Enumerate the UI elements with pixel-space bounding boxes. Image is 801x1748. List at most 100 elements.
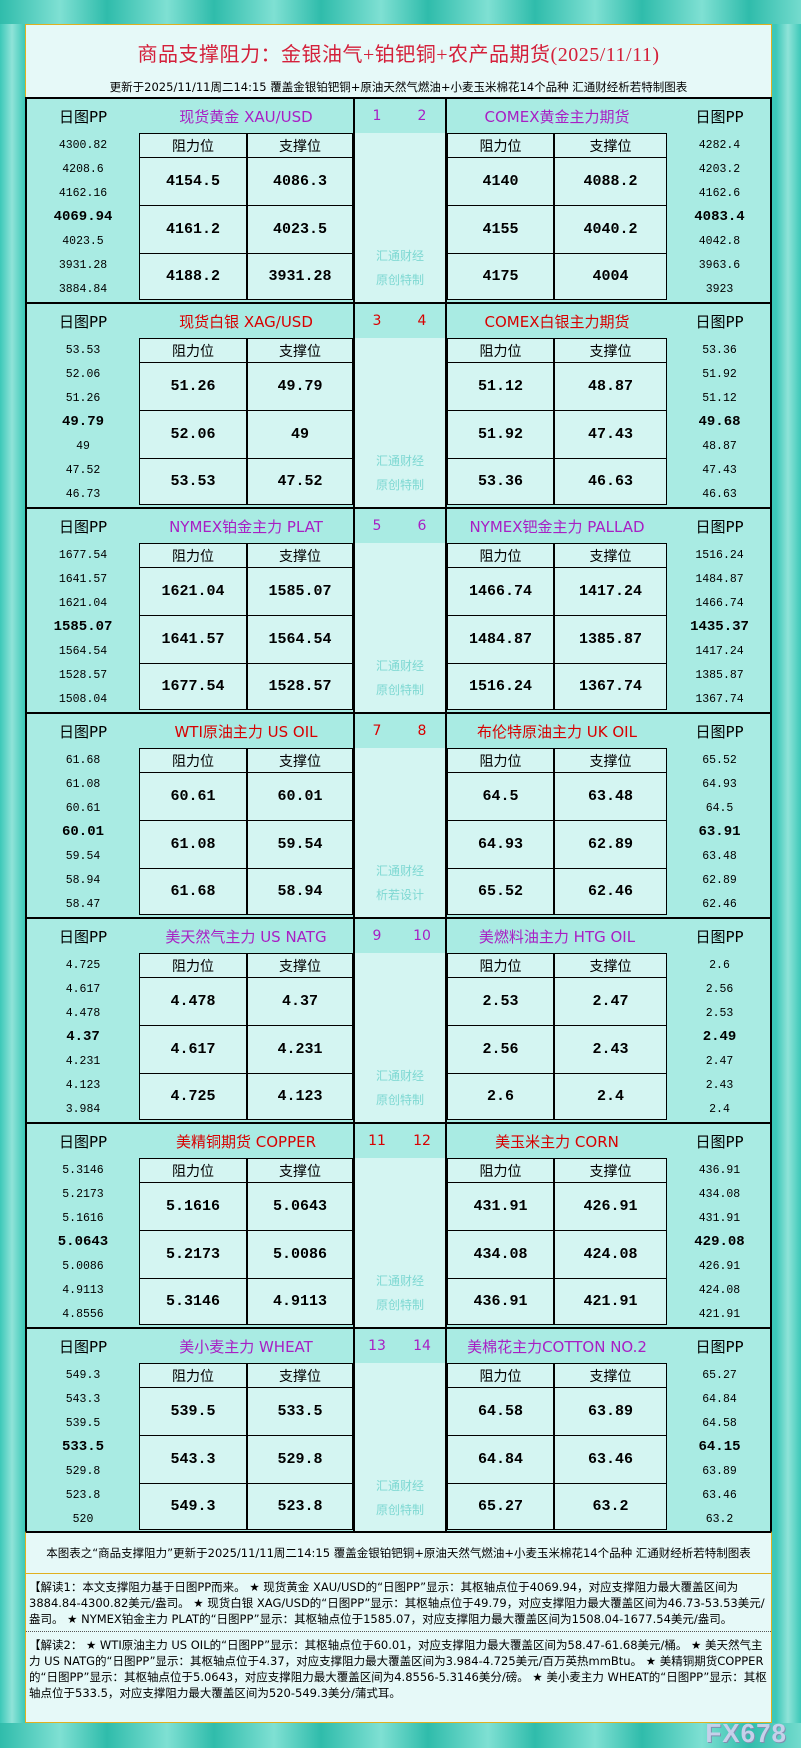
section-number-right: 6 bbox=[417, 518, 427, 534]
support-value: 424.08 bbox=[554, 1230, 667, 1279]
resistance-value: 436.91 bbox=[447, 1278, 554, 1325]
pp-level-value: 51.26 bbox=[65, 391, 101, 405]
pp-level-value: 52.06 bbox=[65, 367, 101, 381]
support-value: 1385.87 bbox=[554, 615, 667, 664]
commodity-title: 美燃料油主力 HTG OIL bbox=[478, 927, 636, 946]
commodity-section: 11 12 汇通财经 原创特制 日图PP 美精铜期货 COPPER 阻力位 支撑位 5.1616… bbox=[25, 1122, 772, 1327]
support-header: 支撑位 bbox=[554, 543, 667, 568]
support-value: 1585.07 bbox=[247, 567, 353, 616]
commodity-title: 美天然气主力 US NATG bbox=[165, 927, 327, 946]
section-number-right: 12 bbox=[413, 1133, 431, 1149]
pp-level-value: 5.1616 bbox=[62, 1211, 104, 1225]
pp-level-value: 3884.84 bbox=[58, 282, 108, 296]
support-value: 47.52 bbox=[247, 458, 353, 505]
resistance-value: 53.36 bbox=[447, 458, 554, 505]
pp-level-value: 65.52 bbox=[702, 753, 737, 767]
resistance-value: 4.725 bbox=[139, 1073, 247, 1120]
pp-label: 日图PP bbox=[58, 107, 108, 126]
resistance-header: 阻力位 bbox=[139, 543, 247, 568]
commodity-section: 1 2 汇通财经 原创特制 日图PP 现货黄金 XAU/USD 阻力位 支撑位 4154.5 40… bbox=[25, 97, 772, 302]
commodity-title: COMEX黄金主力期货 bbox=[484, 107, 630, 126]
resistance-value: 4188.2 bbox=[139, 253, 247, 300]
pp-level-value: 63.89 bbox=[702, 1464, 737, 1478]
resistance-value: 61.68 bbox=[139, 868, 247, 915]
commodity-title: NYMEX钯金主力 PALLAD bbox=[469, 517, 645, 536]
commodity-title: 现货白银 XAG/USD bbox=[179, 312, 313, 331]
pp-label: 日图PP bbox=[695, 722, 744, 741]
support-value: 4040.2 bbox=[554, 205, 667, 254]
resistance-header: 阻力位 bbox=[447, 953, 554, 978]
resistance-value: 1641.57 bbox=[139, 615, 247, 664]
support-value: 533.5 bbox=[247, 1387, 353, 1436]
resistance-value: 61.08 bbox=[139, 820, 247, 869]
support-value: 1564.54 bbox=[247, 615, 353, 664]
pp-level-value: 424.08 bbox=[698, 1283, 741, 1297]
resistance-value: 2.53 bbox=[447, 977, 554, 1026]
support-value: 48.87 bbox=[554, 362, 667, 411]
pp-level-value: 48.87 bbox=[702, 439, 737, 453]
pivot-point-value: 1585.07 bbox=[53, 619, 113, 635]
support-value: 4.37 bbox=[247, 977, 353, 1026]
pp-level-value: 47.43 bbox=[702, 463, 737, 477]
watermark-line-1: 汇通财经 bbox=[375, 658, 424, 673]
pp-level-value: 46.73 bbox=[65, 487, 101, 501]
pp-label: 日图PP bbox=[695, 927, 744, 946]
resistance-header: 阻力位 bbox=[139, 133, 247, 158]
pp-level-value: 3923 bbox=[705, 282, 734, 296]
pp-level-value: 434.08 bbox=[698, 1187, 741, 1201]
section-number-cell bbox=[353, 1329, 447, 1363]
pp-label: 日图PP bbox=[695, 517, 744, 536]
resistance-value: 4.617 bbox=[139, 1025, 247, 1074]
pp-label: 日图PP bbox=[695, 1132, 744, 1151]
resistance-header: 阻力位 bbox=[447, 1158, 554, 1183]
pp-level-value: 2.47 bbox=[705, 1054, 734, 1068]
section-number-left: 13 bbox=[368, 1338, 386, 1354]
support-header: 支撑位 bbox=[554, 748, 667, 773]
support-value: 4.9113 bbox=[247, 1278, 353, 1325]
pp-level-value: 4.9113 bbox=[62, 1283, 104, 1297]
pivot-point-value: 4.37 bbox=[66, 1029, 100, 1045]
support-header: 支撑位 bbox=[554, 1158, 667, 1183]
resistance-header: 阻力位 bbox=[447, 338, 554, 363]
section-number-cell bbox=[353, 1124, 447, 1158]
page-subtitle: 更新于2025/11/11周二14:15 覆盖金银铂钯铜+原油天然气燃油+小麦玉… bbox=[109, 80, 688, 94]
resistance-header: 阻力位 bbox=[139, 1158, 247, 1183]
resistance-value: 539.5 bbox=[139, 1387, 247, 1436]
watermark-column bbox=[353, 1363, 447, 1532]
watermark-column bbox=[353, 543, 447, 712]
support-header: 支撑位 bbox=[247, 133, 353, 158]
pp-level-value: 59.54 bbox=[65, 849, 101, 863]
pp-level-value: 62.46 bbox=[702, 897, 737, 911]
resistance-value: 51.92 bbox=[447, 410, 554, 459]
pp-label: 日图PP bbox=[58, 722, 108, 741]
resistance-header: 阻力位 bbox=[447, 543, 554, 568]
pp-level-value: 4023.5 bbox=[62, 234, 104, 248]
support-value: 47.43 bbox=[554, 410, 667, 459]
pp-level-value: 4042.8 bbox=[698, 234, 741, 248]
pp-level-value: 1641.57 bbox=[58, 572, 108, 586]
pp-level-value: 431.91 bbox=[698, 1211, 741, 1225]
pp-level-value: 47.52 bbox=[65, 463, 101, 477]
pp-level-value: 1466.74 bbox=[695, 596, 744, 610]
pp-level-value: 4.123 bbox=[65, 1078, 101, 1092]
pp-level-value: 49 bbox=[76, 439, 90, 453]
pp-level-value: 1417.24 bbox=[695, 644, 744, 658]
watermark-line-1: 汇通财经 bbox=[375, 1068, 424, 1083]
support-value: 1417.24 bbox=[554, 567, 667, 616]
section-number-cell bbox=[353, 304, 447, 338]
support-value: 4023.5 bbox=[247, 205, 353, 254]
pp-level-value: 63.48 bbox=[702, 849, 737, 863]
commodity-title: 美玉米主力 CORN bbox=[495, 1132, 619, 1151]
pp-level-value: 5.3146 bbox=[62, 1163, 104, 1177]
watermark-line-2: 原创特制 bbox=[375, 1297, 424, 1312]
commodity-title: 现货黄金 XAU/USD bbox=[179, 107, 313, 126]
pivot-point-value: 533.5 bbox=[61, 1439, 104, 1455]
footer: 本图表之“商品支撑阻力”更新于2025/11/11周二14:15 覆盖金银铂钯铜… bbox=[25, 1531, 772, 1723]
support-value: 63.48 bbox=[554, 772, 667, 821]
pp-level-value: 421.91 bbox=[698, 1307, 741, 1321]
resistance-value: 549.3 bbox=[139, 1483, 247, 1530]
support-value: 49 bbox=[247, 410, 353, 459]
support-value: 529.8 bbox=[247, 1435, 353, 1484]
section-number-left: 3 bbox=[372, 313, 382, 329]
resistance-value: 4175 bbox=[447, 253, 554, 300]
